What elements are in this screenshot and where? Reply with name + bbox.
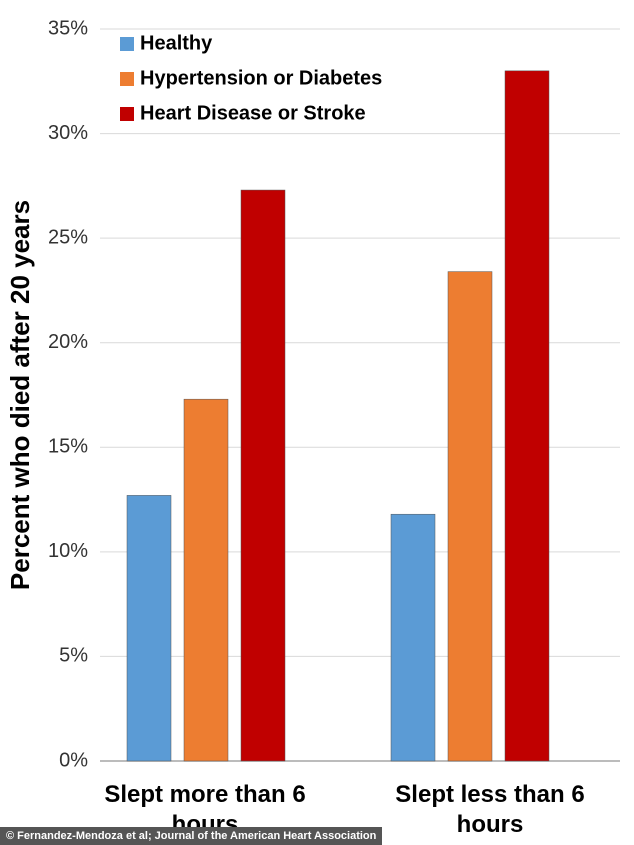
bar [183, 398, 229, 762]
bar [126, 495, 172, 762]
legend-label: Healthy [140, 32, 213, 54]
y-tick-label: 35% [48, 17, 88, 39]
legend-label: Hypertension or Diabetes [140, 67, 382, 89]
bar [390, 513, 436, 762]
bar [240, 189, 286, 762]
y-tick-label: 0% [59, 749, 88, 771]
legend-swatch [120, 37, 134, 51]
x-tick-label: Slept less than 6 hours [395, 781, 585, 838]
legend-label: Heart Disease or Stroke [140, 102, 366, 124]
bar [447, 271, 493, 762]
bar [504, 70, 550, 762]
legend-swatch [120, 72, 134, 86]
y-tick-label: 5% [59, 645, 88, 667]
y-tick-label: 25% [48, 226, 88, 248]
y-tick-label: 15% [48, 436, 88, 458]
credit: © Fernandez-Mendoza et al; Journal of th… [0, 827, 383, 845]
legend-swatch [120, 107, 134, 121]
y-tick-label: 10% [48, 540, 88, 562]
y-axis-label: Percent who died after 20 years [5, 200, 35, 590]
y-tick-label: 20% [48, 331, 88, 353]
y-tick-label: 30% [48, 122, 88, 144]
